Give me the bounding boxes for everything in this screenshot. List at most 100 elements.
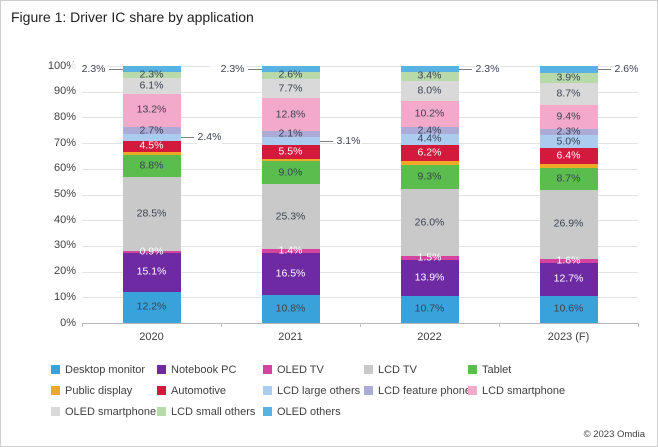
segment-value-label: 12.2% <box>136 300 167 313</box>
bar-segment-lcd-feature-phone: 2.1% <box>261 128 320 139</box>
bar-segment-lcd-large-others: 5.0% <box>539 135 598 148</box>
bar-segment-oled-others <box>261 66 320 72</box>
legend-item-automotive: Automotive <box>157 385 263 397</box>
segment-value-label: 26.9% <box>553 217 584 230</box>
bar-segment-oled-tv: 0.9% <box>122 246 181 257</box>
bar-segment-oled-smartphone: 8.0% <box>400 80 459 102</box>
gridline <box>82 194 638 196</box>
legend-label: Automotive <box>171 384 227 397</box>
callout-leader-line <box>597 69 611 71</box>
bar-segment-oled-others <box>539 66 598 73</box>
bar-segment-lcd-tv: 25.3% <box>261 184 320 250</box>
bar-segment-oled-others <box>400 66 459 72</box>
bar-segment-desktop-monitor: 10.7% <box>400 295 459 323</box>
chart-legend: Desktop monitor Notebook PC OLED TV LCD TV T… <box>51 359 651 422</box>
bar-segment-lcd-feature-phone: 2.7% <box>122 125 181 136</box>
bar-segment-lcd-smartphone: 13.2% <box>122 93 181 128</box>
bar-segment-oled-tv: 1.4% <box>261 245 320 256</box>
chart-plot-area: 0% 10% 20% 30% 40% 50% 60% 70% 80% 90% 100% 12.2% 15… <box>1 1 657 361</box>
legend-swatch-icon <box>468 386 477 395</box>
legend-label: LCD smartphone <box>482 384 566 397</box>
legend-label: LCD large others <box>277 384 361 397</box>
legend-item-lcd-tv: LCD TV <box>364 364 468 376</box>
legend-swatch-icon <box>51 386 60 395</box>
bar-segment-notebook-pc: 16.5% <box>261 252 320 296</box>
callout-leader-line <box>247 68 262 70</box>
callout-label: 2.3% <box>209 61 246 76</box>
bar-segment-lcd-small-others: 3.9% <box>539 71 598 84</box>
segment-value-label: 6.4% <box>556 149 581 162</box>
segment-value-label: 12.7% <box>553 272 584 285</box>
callout-leader-line <box>108 68 123 70</box>
bar-segment-public-display <box>261 158 320 162</box>
x-category-label: 2023 (F) <box>547 331 590 343</box>
bar-segment-lcd-smartphone: 9.4% <box>539 105 598 130</box>
legend-label: OLED TV <box>277 363 324 376</box>
legend-item-lcd-large-others: LCD large others <box>263 385 364 397</box>
x-axis-tick <box>638 323 639 327</box>
callout-leader-line <box>458 68 472 70</box>
segment-value-label: 10.2% <box>414 107 445 120</box>
legend-swatch-icon <box>364 386 373 395</box>
bar-segment-desktop-monitor: 12.2% <box>122 291 181 323</box>
x-axis-tick <box>499 323 500 327</box>
segment-value-label: 9.4% <box>556 110 581 123</box>
bar-segment-automotive: 6.4% <box>539 148 598 165</box>
segment-value-label: 25.3% <box>275 210 306 223</box>
legend-label: LCD small others <box>171 405 256 418</box>
legend-swatch-icon <box>157 407 166 416</box>
legend-swatch-icon <box>468 365 477 374</box>
bar-segment-public-display <box>400 160 459 166</box>
bar-segment-automotive: 5.5% <box>261 144 320 159</box>
segment-value-label: 12.8% <box>275 108 306 121</box>
segment-value-label: 3.4% <box>417 69 442 82</box>
y-tick-label: 100% <box>47 59 76 72</box>
legend-item-lcd-feature-phone: LCD feature phone <box>364 385 471 397</box>
gridline <box>82 271 638 273</box>
legend-item-notebook-pc: Notebook PC <box>157 364 263 376</box>
bar-segment-lcd-small-others: 3.4% <box>400 69 459 82</box>
segment-value-label: 10.8% <box>275 302 306 315</box>
y-tick-label: 90% <box>53 85 76 98</box>
legend-label: Desktop monitor <box>65 363 146 376</box>
y-tick-label: 30% <box>53 239 76 252</box>
stacked-bar-2023 (F): 10.6% 12.7% 1.6% 26.9% 8.7% 6.4% 5.0% 2.3% 9.4% 8… <box>539 66 598 323</box>
bar-segment-lcd-small-others: 2.6% <box>261 69 320 80</box>
segment-value-label: 3.9% <box>556 71 581 84</box>
legend-label: Public display <box>65 384 133 397</box>
callout-label: 2.3% <box>70 61 107 76</box>
legend-swatch-icon <box>51 365 60 374</box>
legend-swatch-icon <box>51 407 60 416</box>
segment-value-label: 10.6% <box>553 302 584 315</box>
legend-item-public-display: Public display <box>51 385 157 397</box>
segment-value-label: 8.8% <box>139 159 164 172</box>
bar-segment-lcd-feature-phone: 2.4% <box>400 125 459 136</box>
legend-item-desktop-monitor: Desktop monitor <box>51 364 157 376</box>
bar-segment-oled-tv: 1.5% <box>400 252 459 263</box>
segment-value-label: 28.5% <box>136 207 167 220</box>
gridline <box>82 117 638 119</box>
legend-item-oled-smartphone: OLED smartphone <box>51 406 157 418</box>
legend-item-lcd-small-others: LCD small others <box>157 406 263 418</box>
callout-leader-line <box>319 140 333 142</box>
copyright-note: © 2023 Omdia <box>583 429 645 440</box>
legend-label: OLED others <box>277 405 341 418</box>
y-tick-label: 80% <box>53 110 76 123</box>
segment-value-label: 8.7% <box>556 172 581 185</box>
callout-label: 2.3% <box>474 61 501 76</box>
bar-segment-tablet: 8.7% <box>539 167 598 190</box>
bar-segment-oled-smartphone: 8.7% <box>539 82 598 106</box>
segment-value-label: 9.0% <box>278 166 303 179</box>
legend-label: LCD TV <box>378 363 417 376</box>
gridline <box>82 66 638 67</box>
segment-value-label: 10.7% <box>414 302 445 315</box>
bar-segment-lcd-feature-phone: 2.3% <box>539 126 598 137</box>
legend-item-oled-tv: OLED TV <box>263 364 364 376</box>
y-tick-label: 0% <box>60 316 76 329</box>
legend-swatch-icon <box>157 365 166 374</box>
segment-value-label: 13.9% <box>414 271 445 284</box>
figure-title: Figure 1: Driver IC share by application <box>11 9 254 25</box>
gridline <box>82 220 638 222</box>
segment-value-label: 16.5% <box>275 267 306 280</box>
